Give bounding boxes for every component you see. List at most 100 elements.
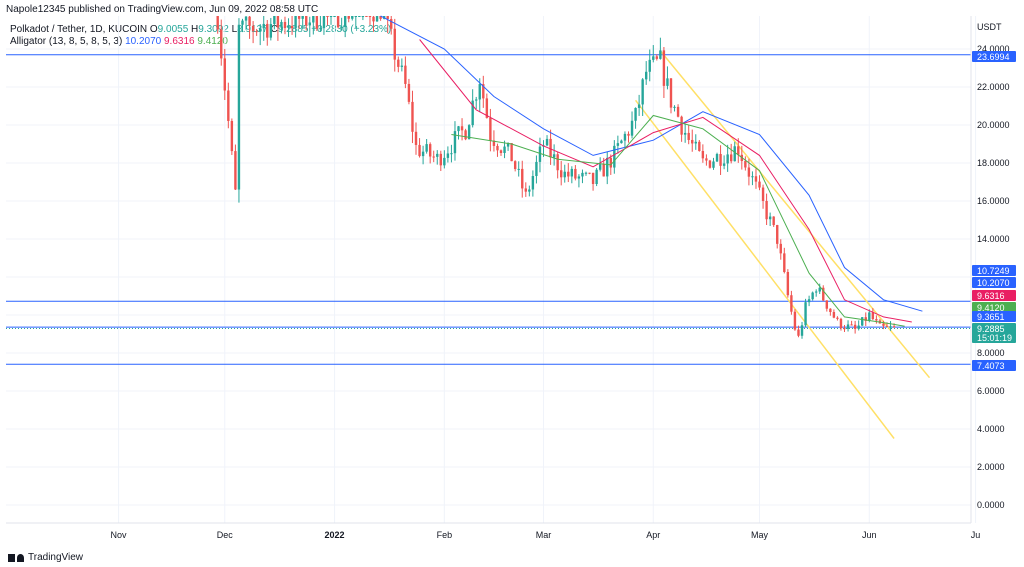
candle-body xyxy=(818,287,821,292)
chart-grid xyxy=(6,16,977,523)
candle-body xyxy=(754,176,758,182)
candle-body xyxy=(655,56,659,59)
price-tag xyxy=(972,290,1016,301)
candle-body xyxy=(836,317,839,319)
candle-body xyxy=(708,160,712,168)
y-tick-label: 16.0000 xyxy=(977,196,1010,206)
candle-body xyxy=(864,317,867,321)
candle-body xyxy=(822,287,825,301)
price-tag xyxy=(972,323,1016,343)
candle-body xyxy=(358,16,361,17)
candle-body xyxy=(258,28,262,32)
candle-body xyxy=(892,326,896,328)
candle-body xyxy=(687,132,690,140)
y-tick-label: 24.0000 xyxy=(977,44,1010,54)
candle-body xyxy=(659,50,662,59)
price-tag xyxy=(972,360,1016,371)
x-tick-label: Dec xyxy=(217,530,234,540)
candle-body xyxy=(276,16,280,28)
channel-line xyxy=(634,99,895,439)
candle-body xyxy=(251,25,255,32)
candle-body xyxy=(280,21,283,28)
candle-body xyxy=(450,153,453,155)
candle-body xyxy=(691,139,694,144)
candle-body xyxy=(793,311,797,330)
candle-body xyxy=(464,130,467,140)
candle-body xyxy=(644,71,648,80)
price-tag xyxy=(972,311,1016,322)
candle-body xyxy=(715,153,719,162)
candle-body xyxy=(237,24,241,190)
candle-body xyxy=(340,26,343,28)
candle-body xyxy=(372,16,375,22)
candle-body xyxy=(606,157,609,177)
candle-body xyxy=(804,302,807,326)
candle-body xyxy=(375,16,379,22)
candle-body xyxy=(379,16,382,19)
candle-body xyxy=(439,153,443,166)
teeth-value: 9.6316 xyxy=(164,36,195,47)
candle-body xyxy=(634,107,637,121)
candle-body xyxy=(662,50,666,86)
candle-body xyxy=(390,19,393,29)
candle-body xyxy=(322,16,326,29)
candle-body xyxy=(397,59,400,67)
candle-body xyxy=(595,169,598,184)
candle-body xyxy=(616,143,620,146)
candle-body xyxy=(528,189,531,192)
candle-body xyxy=(308,22,311,26)
candle-body xyxy=(676,106,680,117)
price-tag-label: 9.2885 xyxy=(977,324,1005,334)
candle-body xyxy=(467,125,471,140)
candle-body xyxy=(779,243,782,254)
y-tick-label: 6.0000 xyxy=(977,386,1005,396)
y-tick-label: 0.0000 xyxy=(977,500,1005,510)
candle-body xyxy=(772,216,775,226)
candle-body xyxy=(255,31,258,33)
candle-body xyxy=(513,161,517,170)
candle-body xyxy=(220,29,223,59)
jaw-value: 10.2070 xyxy=(125,36,162,47)
candle-body xyxy=(336,16,340,28)
axes: USDT xyxy=(6,16,1002,524)
candle-body xyxy=(846,324,850,329)
candle-body xyxy=(627,133,630,136)
candle-body xyxy=(783,253,786,273)
high-value: 9.3092 xyxy=(198,24,229,35)
candle-body xyxy=(666,78,669,86)
candle-body xyxy=(266,23,269,38)
footer: TradingView xyxy=(8,552,83,563)
open-label: O xyxy=(149,24,158,35)
candle-body xyxy=(623,133,627,141)
x-tick-label: Nov xyxy=(111,530,128,540)
close-value: 9.2885 xyxy=(277,24,309,35)
price-tag xyxy=(972,51,1016,62)
price-tag-label: 9.4120 xyxy=(977,303,1005,313)
candle-body xyxy=(471,100,474,126)
candle-body xyxy=(776,225,779,244)
candle-body xyxy=(744,161,747,168)
horizontal-levels xyxy=(6,54,971,365)
candle-body xyxy=(584,172,588,174)
candle-body xyxy=(343,16,347,27)
candle-body xyxy=(538,146,542,162)
price-tag-label: 23.6994 xyxy=(977,52,1010,62)
candle-body xyxy=(853,324,857,329)
footer-brand: TradingView xyxy=(28,552,84,563)
candle-body xyxy=(326,16,329,17)
symbol-name: Polkadot / Tether, 1D, KUCOIN xyxy=(10,24,148,35)
price-tag-label: 9.3651 xyxy=(977,312,1005,322)
candle-body xyxy=(365,16,368,17)
candle-body xyxy=(234,151,237,190)
candle-body xyxy=(602,164,605,177)
candle-body xyxy=(319,28,322,30)
alligator-label: Alligator (13, 8, 5, 8, 5, 3) xyxy=(10,36,123,47)
candle-body xyxy=(609,157,612,168)
candle-body xyxy=(248,16,251,26)
candle-body xyxy=(630,120,634,136)
candle-body xyxy=(453,131,457,154)
alligator-teeth-line xyxy=(419,39,912,323)
candle-body xyxy=(648,59,651,72)
candle-body xyxy=(368,16,372,17)
